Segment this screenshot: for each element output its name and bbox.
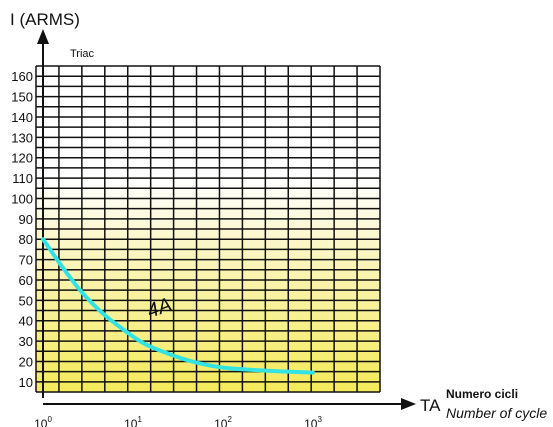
x-axis-label: TA xyxy=(420,396,441,415)
y-tick-label: 90 xyxy=(19,212,33,227)
y-tick-label: 30 xyxy=(19,334,33,349)
y-axis-label: I (ARMS) xyxy=(10,10,80,29)
y-tick-label: 80 xyxy=(19,232,33,247)
y-tick-label: 150 xyxy=(11,90,33,105)
x-tick-label: 100 xyxy=(34,415,52,427)
y-tick-label: 50 xyxy=(19,293,33,308)
y-tick-label: 140 xyxy=(11,110,33,125)
x-axis-arrow xyxy=(401,398,416,410)
x-tick-label: 102 xyxy=(214,415,232,427)
x-axis-label-italian: Numero cicli xyxy=(446,387,518,401)
grid xyxy=(35,65,381,393)
y-axis-arrow xyxy=(37,29,49,44)
x-tick-label: 103 xyxy=(304,415,322,427)
y-tick-labels: 10 20 30 40 50 60 70 80 90 100 110 120 130 140 150 160 xyxy=(11,69,33,390)
x-tick-label: 101 xyxy=(124,415,142,427)
x-tick-labels: 100 101 102 103 xyxy=(34,415,322,427)
y-tick-label: 160 xyxy=(11,69,33,84)
y-tick-label: 100 xyxy=(11,191,33,206)
series-line-4a xyxy=(41,237,315,375)
y-tick-label: 120 xyxy=(11,151,33,166)
y-tick-label: 110 xyxy=(12,171,33,186)
y-tick-label: 60 xyxy=(19,273,33,288)
y-tick-label: 40 xyxy=(19,314,33,329)
triac-label: Triac xyxy=(70,48,95,60)
y-tick-label: 10 xyxy=(19,375,33,390)
x-axis-label-english: Number of cycle xyxy=(446,405,547,421)
y-tick-label: 70 xyxy=(19,253,33,268)
y-tick-label: 130 xyxy=(11,130,33,145)
y-tick-label: 20 xyxy=(19,354,33,369)
